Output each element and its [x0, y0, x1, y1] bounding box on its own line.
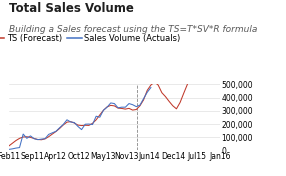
Text: Building a Sales forecast using the TS=T*SV*R formula: Building a Sales forecast using the TS=T…: [9, 25, 257, 34]
Text: Total Sales Volume: Total Sales Volume: [9, 2, 134, 15]
Legend: TS (Forecast), Sales Volume (Actuals): TS (Forecast), Sales Volume (Actuals): [0, 30, 184, 46]
